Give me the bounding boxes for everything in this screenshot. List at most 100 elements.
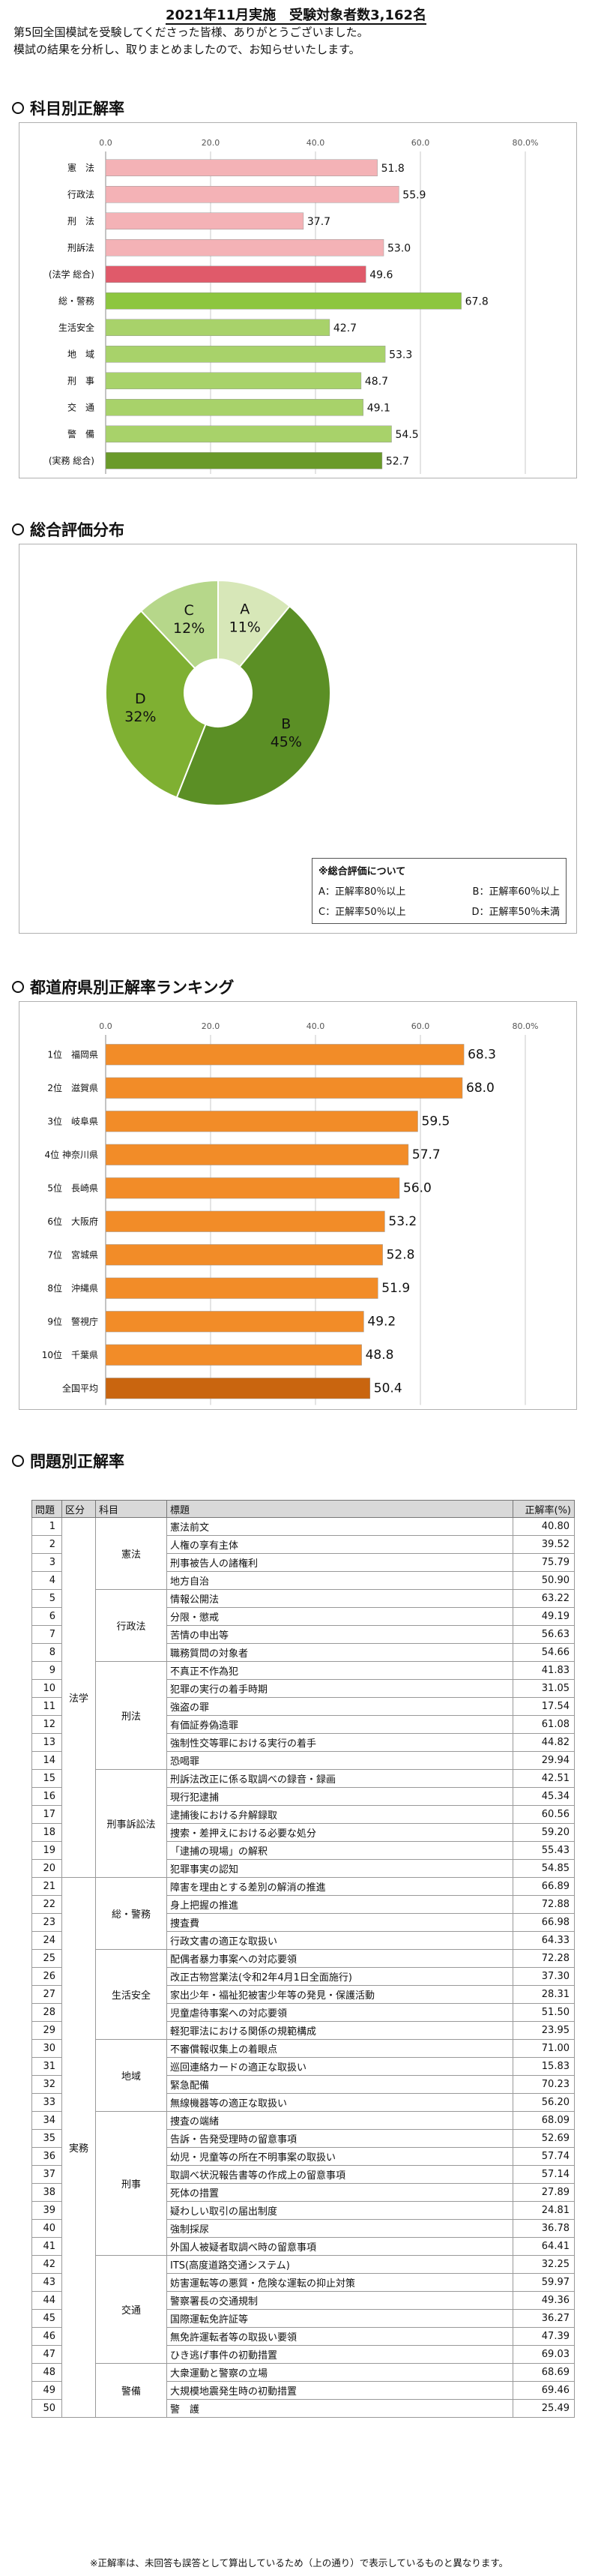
bar	[105, 1210, 385, 1232]
table-cell: 生活安全	[95, 1949, 167, 2040]
question-table: 問題 区分 科目 標題 正解率(%) 1 法学 憲法 憲法前文 40.80 2 人権の享有主体 39.…	[31, 1500, 575, 2418]
table-cell: 緊急配備	[166, 2075, 513, 2094]
table-cell: 配偶者暴力事案への対応要領	[166, 1949, 513, 1968]
table-cell: 52.69	[513, 2129, 575, 2148]
section-title: 科目別正解率	[30, 100, 124, 118]
table-cell: 24.81	[513, 2201, 575, 2220]
table-cell: 16	[31, 1787, 62, 1806]
table-header-row: 問題 区分 科目 標題 正解率(%)	[31, 1500, 575, 1518]
slice-label: C	[184, 602, 194, 619]
data-label: 50.4	[374, 1381, 402, 1396]
data-label: 53.0	[387, 242, 411, 254]
category-label: 6位 大阪府	[47, 1216, 98, 1227]
category-label: 刑訴法	[67, 241, 94, 253]
section-title: 都道府県別正解率ランキング	[30, 979, 235, 997]
table-cell: 刑法	[95, 1661, 167, 1770]
table-cell: 50.90	[513, 1571, 575, 1590]
pie-slice	[139, 579, 219, 670]
bar	[105, 292, 462, 310]
table-cell: 強制採尿	[166, 2219, 513, 2238]
table-cell: 64.41	[513, 2237, 575, 2256]
table-cell: 巡回連絡カードの適正な取扱い	[166, 2057, 513, 2076]
table-row: 24 行政文書の適正な取扱い 64.33	[31, 1931, 575, 1950]
data-label: 51.9	[381, 1281, 410, 1296]
table-cell: 57.74	[513, 2147, 575, 2166]
table-cell: 40.80	[513, 1517, 575, 1536]
table-cell: 「逮捕の現場」の解釈	[166, 1841, 513, 1860]
table-cell: 恐喝罪	[166, 1751, 513, 1770]
table-cell: 不審償報収集上の着眼点	[166, 2039, 513, 2058]
section-title: 問題別正解率	[30, 1453, 124, 1471]
table-cell: 14	[31, 1751, 62, 1770]
bar	[105, 212, 304, 230]
table-row: 20 犯罪事実の認知 54.85	[31, 1859, 575, 1878]
category-label: 憲 法	[67, 162, 94, 173]
table-cell: 刑訴法改正に係る取調べの録音・録画	[166, 1769, 513, 1788]
table-cell: 軽犯罪法における関係の規範構成	[166, 2021, 513, 2040]
subject-chart: 0.0 20.0 40.0 60.0 80.0% 憲 法 51.8 行政法 55.9 刑 法 37.…	[19, 122, 577, 478]
table-cell: 国際運転免許証等	[166, 2309, 513, 2328]
table-cell: 60.56	[513, 1805, 575, 1824]
category-label: (法学 総合)	[49, 268, 94, 280]
data-label: 59.5	[422, 1114, 450, 1129]
table-cell: 56.63	[513, 1625, 575, 1644]
data-label: 42.7	[333, 322, 357, 334]
table-row: 25 生活安全 配偶者暴力事案への対応要領 72.28	[31, 1949, 575, 2040]
bar	[105, 398, 363, 416]
table-cell: 無線機器等の適正な取扱い	[166, 2093, 513, 2112]
data-label: 53.3	[389, 349, 412, 361]
category-label: 刑 法	[67, 216, 94, 226]
table-cell: 50	[31, 2399, 62, 2418]
table-cell: 28.31	[513, 1985, 575, 2004]
table-cell: 家出少年・福祉犯被害少年等の発見・保護活動	[166, 1985, 513, 2004]
column-header: 区分	[61, 1500, 96, 1518]
table-row: 18 捜索・差押えにおける必要な処分 59.20	[31, 1823, 575, 1842]
bar	[105, 1111, 418, 1132]
table-cell: 25	[31, 1949, 62, 1968]
category-label: 刑 事	[67, 376, 94, 386]
tick-label: 0.0	[99, 138, 112, 148]
data-label: 49.2	[367, 1314, 396, 1329]
table-cell: 34	[31, 2111, 62, 2130]
table-cell: 44.82	[513, 1733, 575, 1752]
table-row: 41 外国人被疑者取調べ時の留意事項 64.41	[31, 2237, 575, 2256]
section-heading-overall: 総合評価分布	[0, 517, 124, 541]
table-cell: 32.25	[513, 2255, 575, 2274]
table-cell: 56.20	[513, 2093, 575, 2112]
table-cell: 17.54	[513, 1697, 575, 1716]
table-cell: 6	[31, 1607, 62, 1626]
intro-line-1: 第5回全国模試を受験してくださった皆様、ありがとうございました。	[13, 25, 369, 39]
circle-icon	[12, 981, 24, 993]
data-label: 53.2	[388, 1214, 417, 1229]
category-label: 交 通	[67, 401, 94, 412]
table-cell: 15.83	[513, 2057, 575, 2076]
tick-label: 0.0	[99, 1021, 112, 1031]
category-label: 4位 神奈川県	[45, 1149, 98, 1160]
slice-value: 11%	[229, 619, 261, 636]
table-cell: 捜索・差押えにおける必要な処分	[166, 1823, 513, 1842]
table-cell: 27	[31, 1985, 62, 2004]
table-row: 9 刑法 不真正不作為犯 41.83	[31, 1661, 575, 1770]
table-cell: 45	[31, 2309, 62, 2328]
table-cell: 外国人被疑者取調べ時の留意事項	[166, 2237, 513, 2256]
table-cell: 37	[31, 2165, 62, 2184]
table-cell: 32	[31, 2075, 62, 2094]
table-cell: 48	[31, 2363, 62, 2382]
pref-bar-chart-svg: 0.0 20.0 40.0 60.0 80.0% 1位 福岡県 68.3 2位 滋賀県 68.0…	[42, 1021, 538, 1405]
table-cell: 捜査費	[166, 1913, 513, 1932]
bar	[105, 159, 378, 177]
legend-d: D：正解率50％未満	[471, 907, 560, 918]
table-cell: 49.36	[513, 2291, 575, 2310]
table-cell: 疑わしい取引の届出制度	[166, 2201, 513, 2220]
footnote: ※正解率は、未回答も誤答として算出しているため（上の通り）で表示しているものと異…	[90, 2557, 509, 2569]
data-label: 55.9	[402, 189, 426, 201]
pie-slice	[105, 610, 207, 799]
table-row: 50 警 護 25.49	[31, 2399, 575, 2418]
table-cell: 4	[31, 1571, 62, 1590]
slice-value: 45%	[271, 734, 302, 751]
table-cell: 交通	[95, 2255, 167, 2364]
table-cell: 不真正不作為犯	[166, 1661, 513, 1680]
table-cell: 警 護	[166, 2399, 513, 2418]
slice-label: A	[240, 601, 250, 618]
table-cell: 25.49	[513, 2399, 575, 2418]
